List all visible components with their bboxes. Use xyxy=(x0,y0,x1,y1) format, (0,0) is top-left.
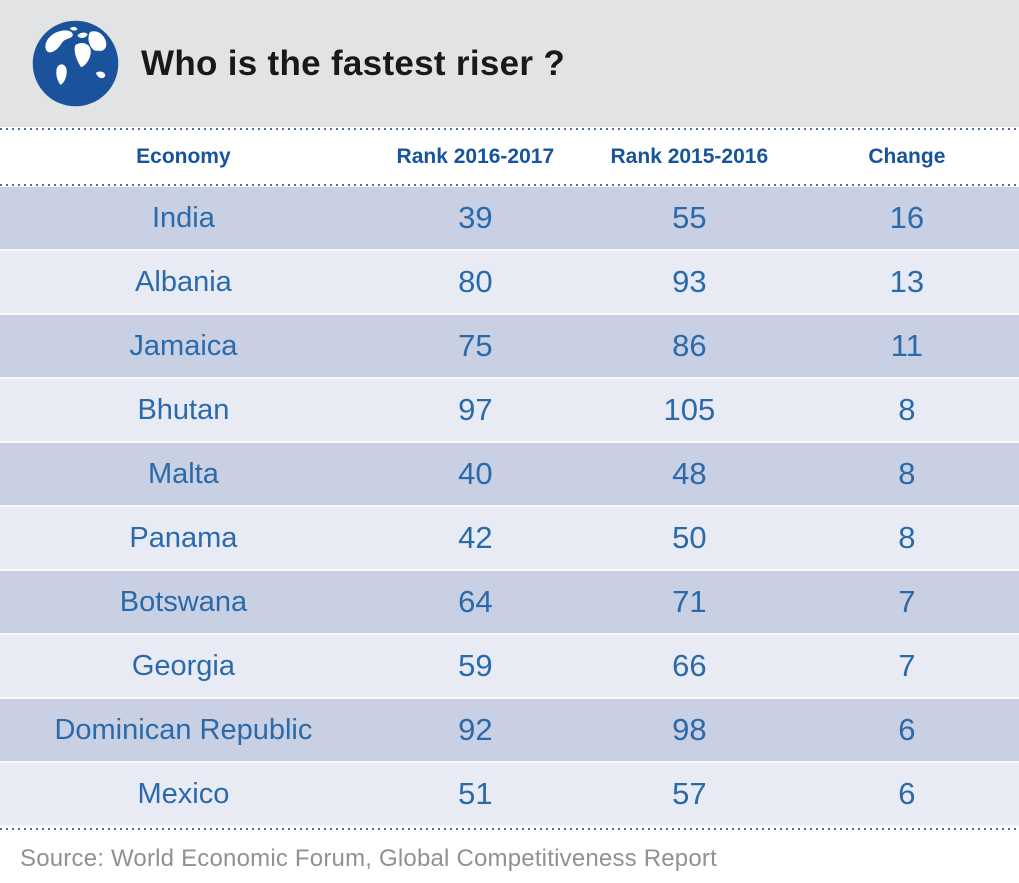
cell-rank-2016-2017: 42 xyxy=(458,520,493,555)
table-row: Botswana 64 71 7 xyxy=(0,571,1019,635)
cell-change: 7 xyxy=(898,648,916,683)
cell-rank-2016-2017: 97 xyxy=(458,392,493,427)
cell-rank-2015-2016: 105 xyxy=(663,392,716,427)
table-row: Mexico 51 57 6 xyxy=(0,763,1019,827)
cell-rank-2016-2017: 39 xyxy=(458,200,493,235)
cell-rank-2015-2016: 98 xyxy=(672,712,707,747)
cell-rank-2015-2016: 57 xyxy=(672,776,707,811)
title-band: Who is the fastest riser ? xyxy=(0,0,1019,127)
cell-economy: Albania xyxy=(135,265,232,298)
cell-change: 8 xyxy=(898,520,916,555)
cell-change: 7 xyxy=(898,584,916,619)
cell-rank-2015-2016: 50 xyxy=(672,520,707,555)
table-row: Malta 40 48 8 xyxy=(0,443,1019,507)
cell-change: 6 xyxy=(898,776,916,811)
cell-rank-2016-2017: 80 xyxy=(458,264,493,299)
dotted-separator-top xyxy=(0,128,1019,130)
globe-icon xyxy=(32,20,119,107)
page-title: Who is the fastest riser ? xyxy=(141,43,566,83)
cell-rank-2016-2017: 51 xyxy=(458,776,493,811)
cell-economy: India xyxy=(151,201,215,234)
source-note: Source: World Economic Forum, Global Com… xyxy=(20,845,717,872)
table-row: Albania 80 93 13 xyxy=(0,251,1019,315)
cell-rank-2016-2017: 40 xyxy=(458,456,493,491)
cell-rank-2015-2016: 93 xyxy=(672,264,707,299)
table-row: Bhutan 97 105 8 xyxy=(0,379,1019,443)
cell-economy: Panama xyxy=(129,521,238,554)
table-row: Dominican Republic 92 98 6 xyxy=(0,699,1019,763)
cell-change: 11 xyxy=(890,328,923,363)
table-row: India 39 55 16 xyxy=(0,187,1019,251)
cell-change: 13 xyxy=(889,264,925,299)
cell-rank-2015-2016: 48 xyxy=(672,456,707,491)
table-row: Georgia 59 66 7 xyxy=(0,635,1019,699)
cell-change: 16 xyxy=(889,200,925,235)
cell-economy: Jamaica xyxy=(129,329,238,362)
cell-rank-2016-2017: 59 xyxy=(458,648,493,683)
cell-economy: Bhutan xyxy=(137,393,230,426)
cell-rank-2016-2017: 75 xyxy=(458,328,493,363)
column-header-change: Change xyxy=(868,145,946,168)
cell-economy: Botswana xyxy=(119,585,248,618)
cell-change: 8 xyxy=(898,456,916,491)
table-header-row: Economy Rank 2016-2017 Rank 2015-2016 Ch… xyxy=(0,131,1019,183)
cell-rank-2015-2016: 66 xyxy=(672,648,707,683)
column-header-rank-2016-2017: Rank 2016-2017 xyxy=(396,145,555,168)
cell-change: 8 xyxy=(898,392,916,427)
cell-rank-2015-2016: 71 xyxy=(672,584,707,619)
cell-economy: Mexico xyxy=(137,777,230,810)
dotted-separator-header xyxy=(0,184,1019,186)
cell-economy: Georgia xyxy=(131,649,235,682)
table-row: Jamaica 75 86 11 xyxy=(0,315,1019,379)
table-body: India 39 55 16 Albania 80 93 13 Jamaica 75 86 11 Bhu… xyxy=(0,187,1019,827)
cell-rank-2016-2017: 92 xyxy=(458,712,493,747)
cell-change: 6 xyxy=(898,712,916,747)
column-header-rank-2015-2016: Rank 2015-2016 xyxy=(610,145,769,168)
cell-rank-2015-2016: 55 xyxy=(672,200,707,235)
cell-economy: Malta xyxy=(147,457,219,490)
cell-rank-2015-2016: 86 xyxy=(672,328,707,363)
table-row: Panama 42 50 8 xyxy=(0,507,1019,571)
column-header-economy: Economy xyxy=(136,145,231,168)
dotted-separator-bottom xyxy=(0,828,1019,830)
cell-rank-2016-2017: 64 xyxy=(458,584,493,619)
cell-economy: Dominican Republic xyxy=(54,713,313,746)
